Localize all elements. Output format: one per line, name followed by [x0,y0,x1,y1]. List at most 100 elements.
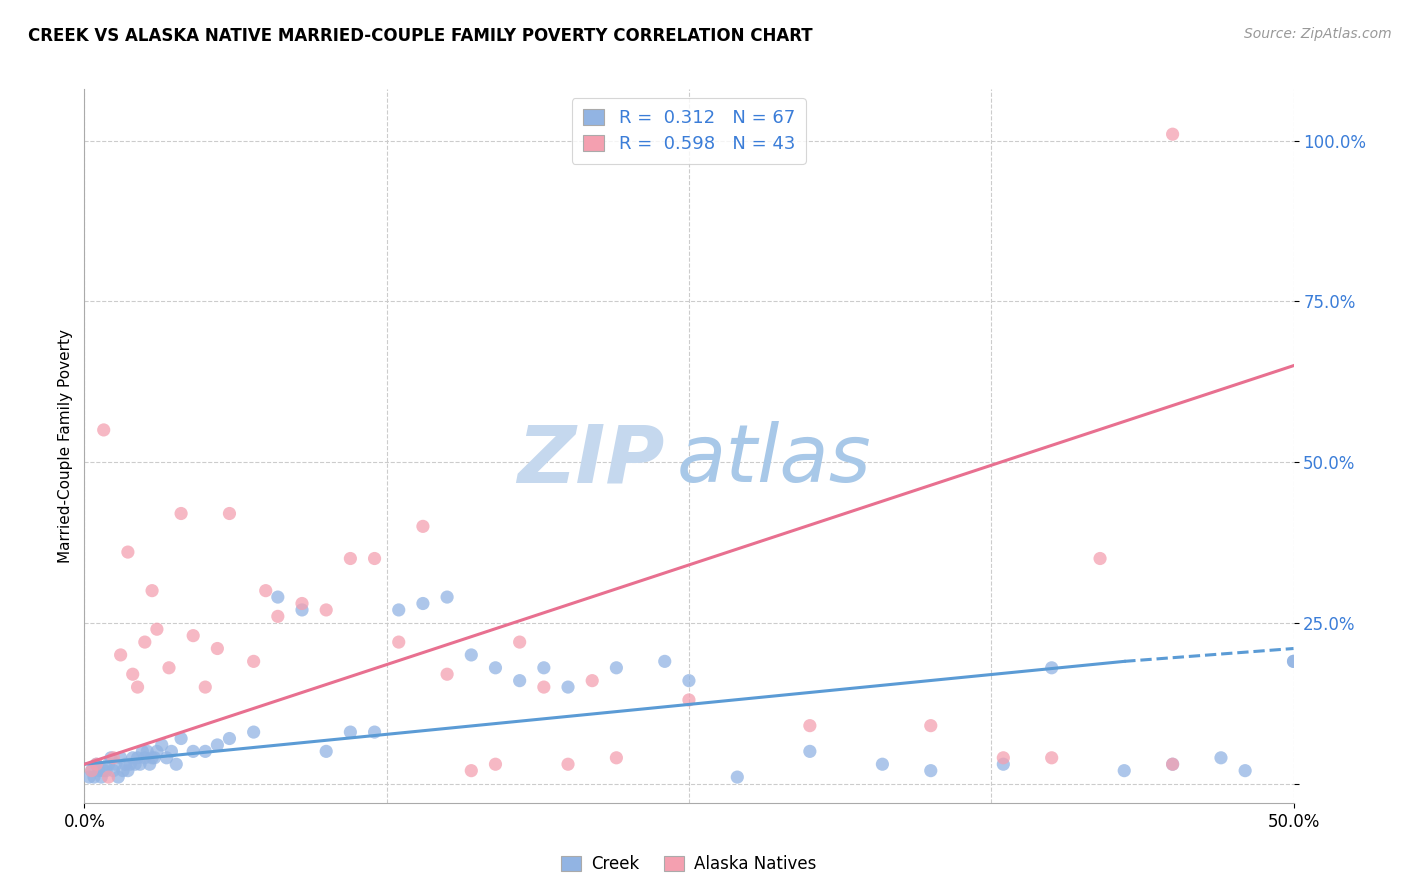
Point [460,764,482,778]
Point [242,725,264,739]
Point [121,751,143,765]
Point [993,751,1015,765]
Point [291,603,314,617]
Point [388,635,411,649]
Point [605,751,627,765]
Point [533,680,555,694]
Point [654,654,676,668]
Point [207,738,229,752]
Point [799,744,821,758]
Point [194,744,217,758]
Text: CREEK VS ALASKA NATIVE MARRIED-COUPLE FAMILY POVERTY CORRELATION CHART: CREEK VS ALASKA NATIVE MARRIED-COUPLE FA… [28,27,813,45]
Point [242,654,264,668]
Point [103,751,125,765]
Point [104,757,127,772]
Point [509,635,531,649]
Legend: Creek, Alaska Natives: Creek, Alaska Natives [554,849,824,880]
Point [138,757,160,772]
Point [117,545,139,559]
Point [460,648,482,662]
Point [170,731,193,746]
Text: atlas: atlas [676,421,872,500]
Point [129,757,152,772]
Point [80,764,103,778]
Point [1161,127,1184,141]
Point [160,744,183,758]
Point [1040,751,1063,765]
Point [872,757,894,772]
Point [80,764,103,778]
Point [127,751,149,765]
Point [131,744,153,758]
Point [117,764,139,778]
Point [993,757,1015,772]
Point [103,764,125,778]
Point [121,667,143,681]
Point [1161,757,1184,772]
Point [725,770,748,784]
Point [155,751,177,765]
Point [339,551,361,566]
Point [157,661,180,675]
Point [94,764,117,778]
Point [100,751,122,765]
Point [143,751,166,765]
Point [436,590,458,604]
Point [146,744,169,758]
Point [1282,654,1305,668]
Point [107,770,129,784]
Point [141,751,163,765]
Text: Source: ZipAtlas.com: Source: ZipAtlas.com [1244,27,1392,41]
Point [124,757,146,772]
Point [93,764,115,778]
Point [194,680,217,694]
Point [267,609,290,624]
Point [799,719,821,733]
Point [97,757,120,772]
Point [146,622,169,636]
Point [112,764,135,778]
Point [363,551,385,566]
Point [339,725,361,739]
Point [97,770,120,784]
Point [93,423,115,437]
Point [1161,757,1184,772]
Point [114,757,136,772]
Point [87,764,110,778]
Point [678,693,700,707]
Point [388,603,411,617]
Point [181,629,204,643]
Point [267,590,290,604]
Point [436,667,458,681]
Point [1040,661,1063,675]
Point [134,635,156,649]
Point [110,648,132,662]
Point [86,757,108,772]
Point [181,744,204,758]
Point [315,744,337,758]
Point [557,757,579,772]
Point [141,583,163,598]
Point [484,661,506,675]
Point [218,731,240,746]
Point [254,583,277,598]
Point [170,507,193,521]
Point [127,680,149,694]
Point [920,719,942,733]
Point [150,738,173,752]
Point [207,641,229,656]
Point [83,770,105,784]
Point [1234,764,1257,778]
Point [1088,551,1111,566]
Point [533,661,555,675]
Point [412,597,434,611]
Point [86,757,108,772]
Point [412,519,434,533]
Point [484,757,506,772]
Point [120,757,142,772]
Point [291,597,314,611]
Point [920,764,942,778]
Point [134,751,156,765]
Point [77,770,100,784]
Point [165,757,187,772]
